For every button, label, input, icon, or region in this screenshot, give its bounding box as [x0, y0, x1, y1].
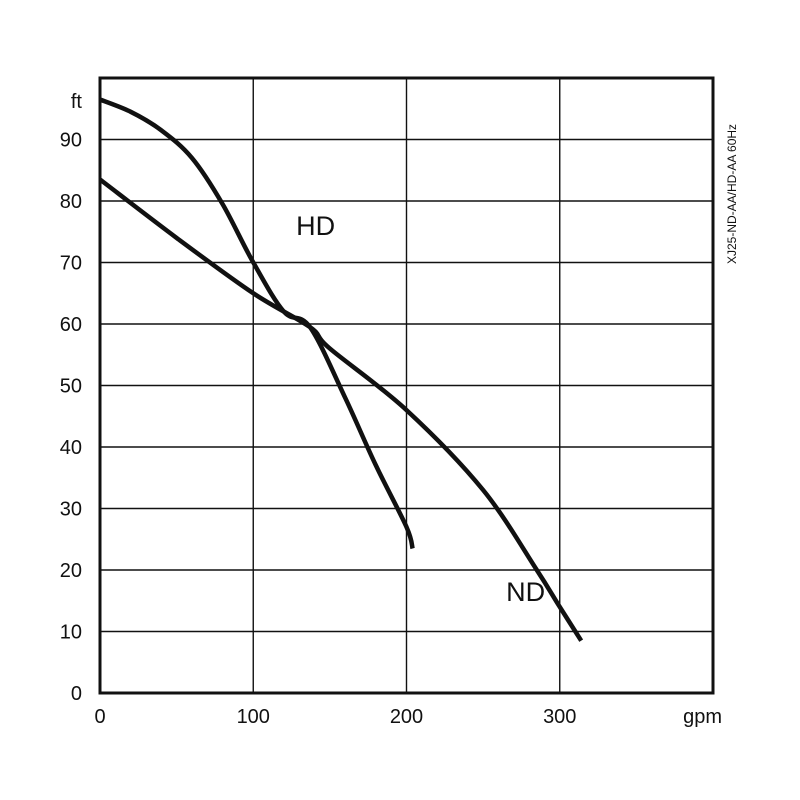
- y-axis-unit-label: ft: [71, 91, 83, 113]
- series-group: [98, 97, 584, 642]
- plot-frame: [98, 76, 715, 695]
- x-tick-label: 0: [94, 706, 105, 728]
- y-tick-label: 90: [60, 130, 82, 152]
- series-line-nd: [98, 177, 584, 642]
- y-tick-label: 10: [60, 622, 82, 644]
- model-note: XJ25-ND-AA/HD-AA 60Hz: [725, 124, 739, 264]
- y-tick-label: 70: [60, 253, 82, 275]
- y-tick-label: 20: [60, 560, 82, 582]
- x-tick-label: 100: [237, 706, 270, 728]
- y-tick-label: 30: [60, 499, 82, 521]
- y-tick-label: 50: [60, 376, 82, 398]
- grid: [100, 78, 713, 693]
- series-line-hd: [99, 97, 415, 550]
- y-tick-label: 60: [60, 314, 82, 336]
- x-axis-unit-label: gpm: [683, 706, 722, 728]
- series-labels: HD ND: [296, 211, 545, 607]
- series-label-hd: HD: [296, 211, 335, 241]
- y-tick-label: 80: [60, 191, 82, 213]
- y-tick-label: 0: [71, 683, 82, 705]
- x-tick-label: 300: [543, 706, 576, 728]
- y-tick-label: 40: [60, 437, 82, 459]
- tick-labels: 0 10 20 30 40 50 60 70 80 90 0 100 200 300: [60, 130, 577, 729]
- series-label-nd: ND: [506, 577, 545, 607]
- x-tick-label: 200: [390, 706, 423, 728]
